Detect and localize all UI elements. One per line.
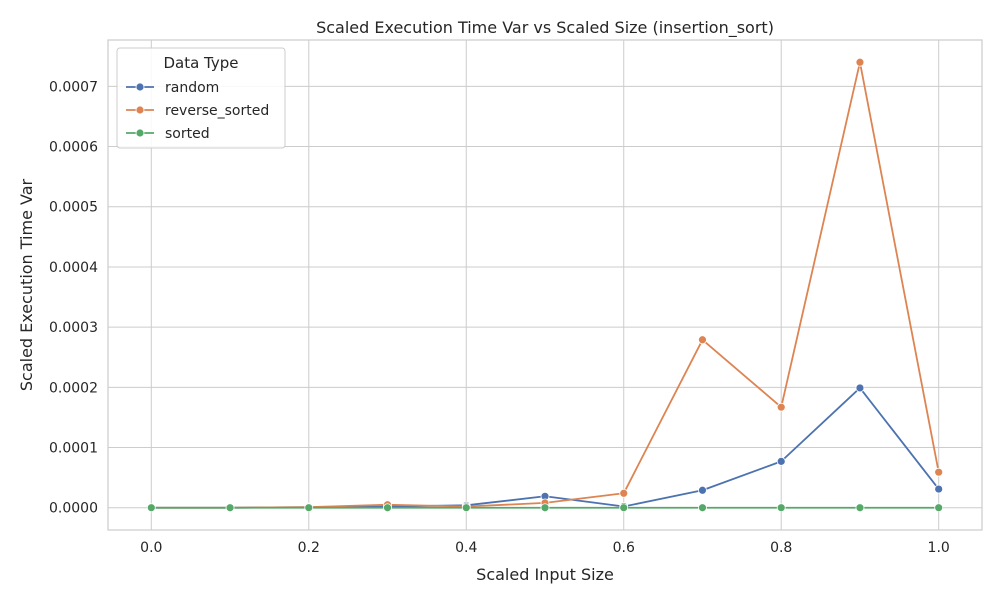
data-point — [698, 485, 707, 495]
x-tick-label: 0.4 — [455, 540, 477, 556]
x-axis: 0.0 0.2 0.4 0.6 0.8 1.0 — [140, 540, 950, 556]
legend-label: reverse_sorted — [165, 103, 269, 119]
legend-label: random — [165, 80, 219, 96]
data-point — [383, 503, 392, 513]
y-tick-label: 0.0007 — [49, 79, 98, 95]
legend-item-reverse_sorted: reverse_sorted — [126, 103, 269, 119]
y-tick-label: 0.0000 — [49, 501, 98, 517]
data-point — [619, 503, 629, 513]
x-tick-label: 0.0 — [140, 540, 162, 556]
data-point — [698, 335, 707, 345]
x-tick-label: 0.8 — [770, 540, 792, 556]
data-point — [461, 503, 471, 513]
y-tick-label: 0.0002 — [49, 380, 98, 396]
data-point — [776, 402, 786, 412]
data-point — [619, 488, 629, 498]
legend-label: sorted — [165, 126, 210, 142]
grid-lines — [108, 40, 982, 530]
y-tick-label: 0.0005 — [49, 200, 98, 216]
legend-marker — [135, 82, 145, 92]
data-point — [146, 503, 156, 513]
y-tick-label: 0.0003 — [49, 320, 98, 336]
plot-area — [107, 39, 983, 531]
y-tick-label: 0.0006 — [49, 140, 98, 156]
chart-title: Scaled Execution Time Var vs Scaled Size… — [316, 18, 774, 38]
y-axis: 0.0000 0.0001 0.0002 0.0003 0.0004 0.0005 0.00… — [49, 79, 98, 516]
data-point — [776, 503, 786, 513]
data-point — [855, 383, 865, 393]
data-point — [776, 456, 786, 466]
legend-marker — [135, 105, 145, 115]
series-sorted — [146, 503, 944, 513]
data-point — [540, 503, 550, 513]
y-tick-label: 0.0004 — [49, 260, 98, 276]
x-tick-label: 1.0 — [928, 540, 950, 556]
y-tick-label: 0.0001 — [49, 441, 98, 457]
legend-title: Data Type — [163, 54, 238, 72]
x-tick-label: 0.2 — [298, 540, 320, 556]
legend-item-random: random — [126, 80, 219, 96]
data-point — [855, 503, 865, 513]
data-point — [698, 503, 707, 513]
data-point — [304, 503, 314, 513]
series-lines — [146, 57, 944, 513]
x-axis-label: Scaled Input Size — [476, 565, 614, 584]
data-point — [934, 484, 944, 494]
data-point — [934, 467, 944, 477]
legend-marker — [135, 128, 145, 138]
y-axis-label: Scaled Execution Time Var — [17, 178, 36, 391]
data-point — [934, 503, 944, 513]
data-point — [855, 57, 865, 67]
data-point — [225, 503, 235, 513]
legend-item-sorted: sorted — [126, 126, 210, 142]
x-tick-label: 0.6 — [613, 540, 635, 556]
legend-box — [116, 47, 286, 149]
